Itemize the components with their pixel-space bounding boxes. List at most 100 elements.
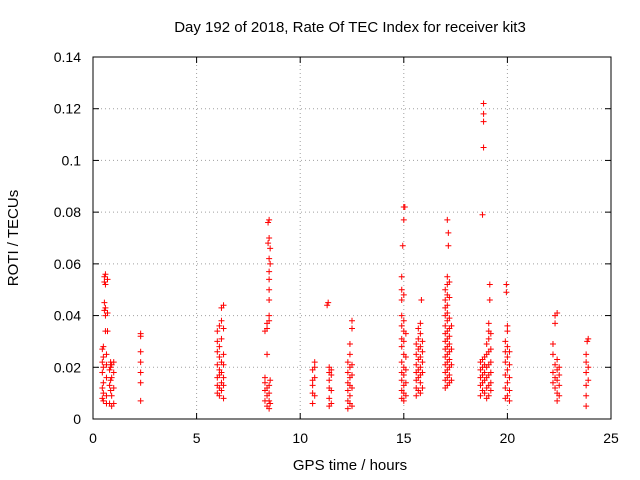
data-point <box>311 359 318 366</box>
data-point <box>419 348 426 355</box>
x-tick-label: 20 <box>500 430 516 446</box>
data-point <box>218 369 225 376</box>
data-point <box>220 351 227 358</box>
data-point <box>107 364 114 371</box>
data-point <box>583 382 590 389</box>
data-point <box>106 382 113 389</box>
data-point <box>99 369 106 376</box>
data-point <box>328 372 335 379</box>
data-point <box>266 268 273 275</box>
data-point <box>446 372 453 379</box>
data-point <box>400 397 407 404</box>
data-point <box>214 328 221 335</box>
data-point <box>448 361 455 368</box>
data-point <box>214 348 221 355</box>
data-point <box>216 392 223 399</box>
data-point <box>103 361 110 368</box>
data-point <box>104 328 111 335</box>
data-point <box>419 369 426 376</box>
data-point <box>549 341 556 348</box>
data-point <box>137 330 144 337</box>
data-point <box>415 325 422 332</box>
data-point <box>583 351 590 358</box>
data-point <box>214 338 221 345</box>
data-point <box>101 278 108 285</box>
data-point <box>398 322 405 329</box>
data-point <box>485 392 492 399</box>
data-point <box>477 392 484 399</box>
data-point <box>108 392 115 399</box>
data-point <box>502 359 509 366</box>
data-point <box>419 359 426 366</box>
data-point <box>556 392 563 399</box>
data-point <box>413 361 420 368</box>
data-point <box>504 379 511 386</box>
data-point <box>326 377 333 384</box>
data-point <box>399 242 406 249</box>
data-point <box>344 405 351 412</box>
data-point <box>504 392 511 399</box>
data-point <box>137 348 144 355</box>
data-point <box>585 364 592 371</box>
data-point <box>444 273 451 280</box>
data-point <box>487 387 494 394</box>
data-point <box>446 294 453 301</box>
data-point <box>413 351 420 358</box>
data-point <box>108 374 115 381</box>
data-point <box>556 364 563 371</box>
data-point <box>479 211 486 218</box>
data-point <box>326 395 333 402</box>
data-point <box>483 341 490 348</box>
data-point <box>401 203 408 210</box>
data-point <box>218 387 225 394</box>
data-point <box>549 379 556 386</box>
data-point <box>265 219 272 226</box>
data-point <box>100 364 107 371</box>
data-point <box>480 144 487 151</box>
data-point <box>266 297 273 304</box>
data-point <box>402 353 409 360</box>
data-point <box>503 281 510 288</box>
data-point <box>445 242 452 249</box>
data-point <box>480 110 487 117</box>
data-point <box>583 403 590 410</box>
data-point <box>417 390 424 397</box>
data-point <box>266 405 273 412</box>
data-point <box>309 400 316 407</box>
data-point <box>554 377 561 384</box>
data-point <box>552 384 559 391</box>
data-point <box>417 330 424 337</box>
data-point <box>504 353 511 360</box>
data-point <box>218 335 225 342</box>
data-point <box>346 341 353 348</box>
data-point <box>101 273 108 280</box>
data-point <box>446 278 453 285</box>
x-axis-label: GPS time / hours <box>293 457 407 474</box>
data-point <box>100 343 107 350</box>
data-point <box>266 276 273 283</box>
x-tick-label: 25 <box>603 430 619 446</box>
data-point <box>220 302 227 309</box>
data-point <box>402 392 409 399</box>
y-axis-label: ROTI / TECUs <box>5 190 22 286</box>
data-point <box>502 372 509 379</box>
data-point <box>585 377 592 384</box>
data-point <box>442 322 449 329</box>
data-point <box>266 390 273 397</box>
data-point <box>487 346 494 353</box>
data-point <box>137 379 144 386</box>
data-point <box>216 343 223 350</box>
data-point <box>554 309 561 316</box>
data-point <box>266 235 273 241</box>
y-tick-label: 0.02 <box>54 359 81 375</box>
data-point <box>349 372 355 379</box>
data-point <box>349 361 355 368</box>
data-point <box>556 382 563 389</box>
data-point <box>503 289 510 296</box>
data-point <box>101 299 108 306</box>
x-tick-labels: 0 5 10 15 20 25 <box>89 430 619 446</box>
data-point <box>549 369 556 376</box>
data-point <box>584 338 591 345</box>
data-point <box>502 384 509 391</box>
